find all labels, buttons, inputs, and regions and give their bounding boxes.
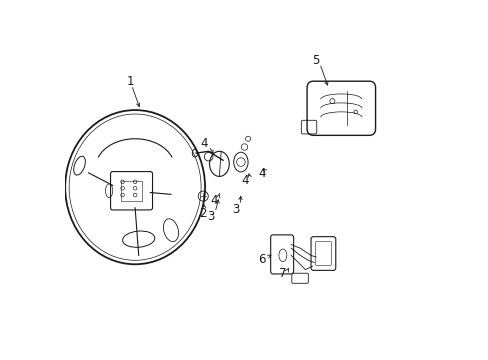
Text: 1: 1 bbox=[126, 75, 134, 88]
Text: 4: 4 bbox=[200, 136, 208, 149]
Text: 4: 4 bbox=[241, 174, 248, 187]
Text: 7: 7 bbox=[278, 267, 285, 280]
Text: 4: 4 bbox=[258, 167, 265, 180]
Text: 3: 3 bbox=[206, 211, 214, 224]
Text: 5: 5 bbox=[312, 54, 319, 67]
Text: 6: 6 bbox=[258, 253, 265, 266]
Text: 3: 3 bbox=[231, 203, 239, 216]
Text: 4: 4 bbox=[210, 194, 217, 207]
Text: 2: 2 bbox=[199, 207, 206, 220]
Bar bbox=[121, 181, 142, 201]
